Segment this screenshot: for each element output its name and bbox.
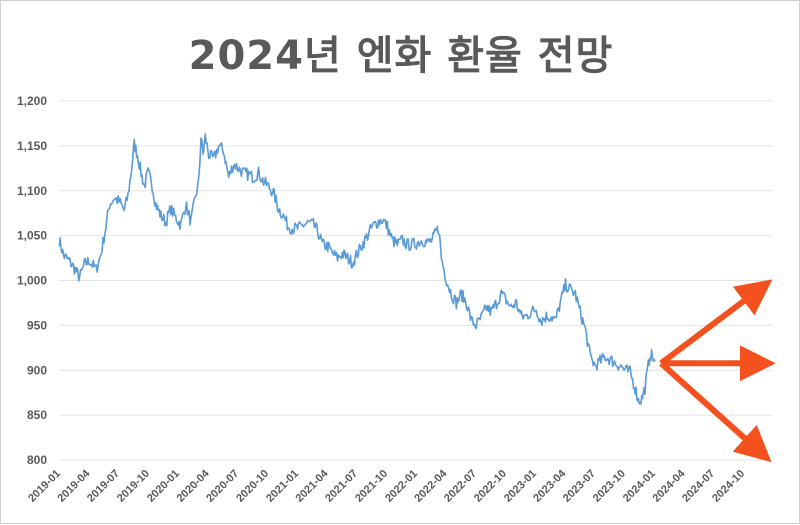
y-tick-label: 950: [27, 318, 47, 332]
y-tick-label: 1,200: [17, 94, 47, 108]
x-tick-label: 2019-07: [85, 468, 122, 505]
series-line: [58, 133, 656, 405]
x-tick-label: 2023-07: [561, 468, 598, 505]
x-tick-label: 2020-07: [204, 468, 241, 505]
y-tick-label: 1,000: [17, 274, 47, 288]
x-tick-label: 2024-07: [680, 468, 717, 505]
x-tick-label: 2021-07: [323, 468, 360, 505]
y-tick-label: 1,100: [17, 184, 47, 198]
x-tick-label: 2021-10: [353, 468, 390, 505]
y-tick-label: 800: [27, 453, 47, 467]
x-tick-label: 2024-10: [710, 468, 747, 505]
x-tick-label: 2019-10: [115, 468, 152, 505]
x-tick-label: 2022-07: [442, 468, 479, 505]
y-tick-label: 1,050: [17, 229, 47, 243]
forecast-arrow-up: [659, 279, 773, 366]
chart-title: 2024년 엔화 환율 전망: [188, 33, 614, 79]
x-tick-label: 2020-10: [234, 468, 271, 505]
x-tick-label: 2023-10: [591, 468, 628, 505]
y-tick-label: 900: [27, 363, 47, 377]
y-tick-label: 850: [27, 408, 47, 422]
forecast-arrow-down: [659, 361, 772, 463]
y-tick-label: 1,150: [17, 139, 47, 153]
x-tick-label: 2022-10: [472, 468, 509, 505]
